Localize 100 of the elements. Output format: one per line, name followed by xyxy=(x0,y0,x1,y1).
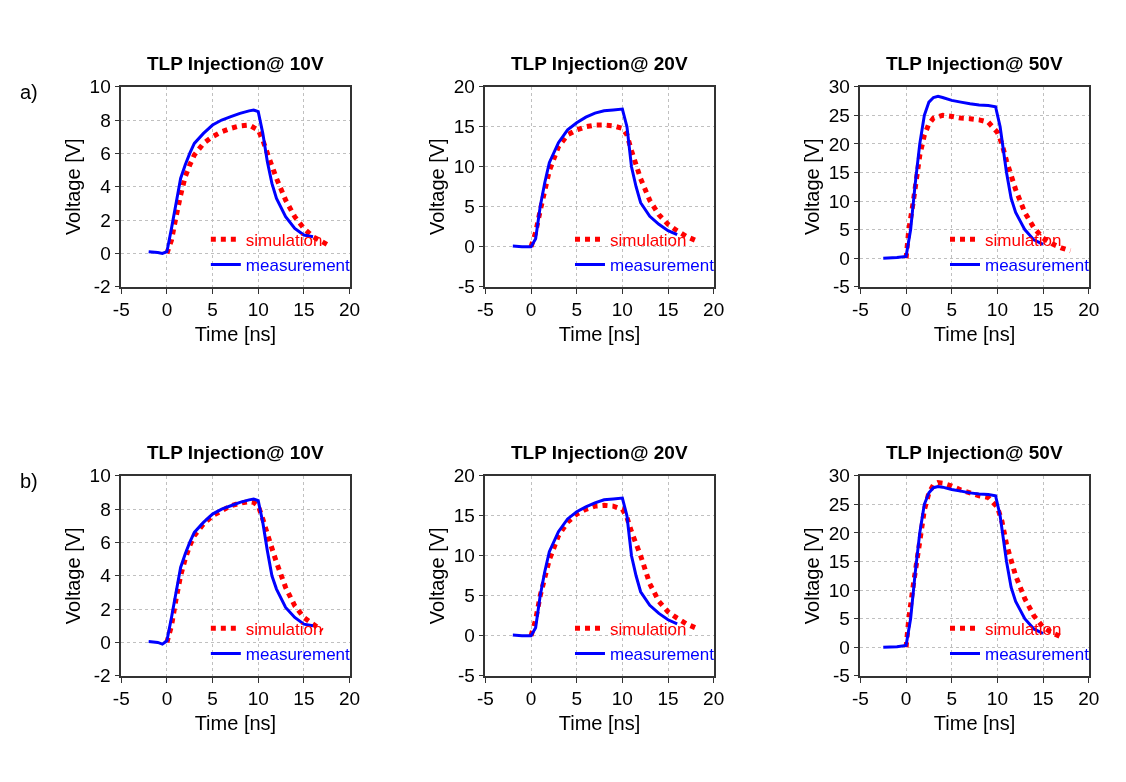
legend-label: measurement xyxy=(609,645,715,665)
y-tick-label: 30 xyxy=(828,465,850,487)
text: a) xyxy=(20,81,38,103)
legend-label: simulation xyxy=(245,619,323,639)
chart-title: TLP Injection@ 20V xyxy=(511,442,688,463)
y-tick-label: 5 xyxy=(464,585,475,607)
y-tick-label: 5 xyxy=(839,219,850,241)
x-tick-label: 15 xyxy=(1032,688,1054,710)
x-tick-label: 15 xyxy=(1032,299,1054,321)
y-tick-label: 2 xyxy=(100,209,111,231)
y-tick-label: 20 xyxy=(453,76,475,98)
text: b) xyxy=(20,470,38,492)
y-tick-label: -5 xyxy=(457,665,475,687)
legend-label: measurement xyxy=(985,645,1090,665)
y-tick-label: 15 xyxy=(828,551,850,573)
y-tick-label: 15 xyxy=(828,162,850,184)
y-tick-label: 0 xyxy=(100,243,111,265)
x-tick-label: 5 xyxy=(207,299,218,321)
x-tick-label: 15 xyxy=(293,299,315,321)
y-axis-title: Voltage [V] xyxy=(61,138,84,236)
y-tick-label: 20 xyxy=(453,465,475,487)
y-tick-label: 10 xyxy=(828,579,850,601)
y-tick-label: 8 xyxy=(100,498,111,520)
y-tick-label: 25 xyxy=(828,493,850,515)
y-tick-label: 20 xyxy=(828,133,850,155)
x-axis-title: Time [ns] xyxy=(558,712,641,735)
x-tick-label: 20 xyxy=(703,688,725,710)
x-tick-label: 20 xyxy=(338,299,361,321)
y-tick-label: -5 xyxy=(457,276,475,298)
y-tick-label: 0 xyxy=(839,247,850,269)
x-tick-label: 15 xyxy=(657,299,679,321)
x-tick-label: 5 xyxy=(571,299,583,321)
y-tick-label: 4 xyxy=(100,176,112,198)
x-tick-label: 20 xyxy=(703,299,725,321)
chart-title: TLP Injection@ 50V xyxy=(886,442,1063,463)
x-tick-label: 5 xyxy=(946,688,958,710)
legend-label: measurement xyxy=(245,645,351,665)
x-tick-label: 0 xyxy=(525,299,537,321)
y-axis-title: Voltage [V] xyxy=(800,138,823,236)
y-tick-label: 15 xyxy=(453,505,475,527)
y-tick-label: 10 xyxy=(89,76,111,98)
x-axis-title: Time [ns] xyxy=(933,712,1016,735)
chart-title: TLP Injection@ 50V xyxy=(886,53,1063,74)
y-axis-title: Voltage [V] xyxy=(800,527,823,625)
x-tick-label: 0 xyxy=(161,688,173,710)
y-tick-label: 30 xyxy=(828,76,850,98)
y-tick-label: 6 xyxy=(100,532,111,554)
x-tick-label: 10 xyxy=(986,688,1008,710)
x-tick-label: 10 xyxy=(611,688,633,710)
legend-label: measurement xyxy=(245,256,351,276)
x-tick-label: 10 xyxy=(986,299,1008,321)
y-tick-label: 2 xyxy=(100,598,111,620)
y-tick-label: 20 xyxy=(828,522,850,544)
x-axis-title: Time [ns] xyxy=(194,323,277,346)
y-tick-label: -5 xyxy=(832,665,850,687)
x-tick-label: 0 xyxy=(900,688,912,710)
y-axis-title: Voltage [V] xyxy=(61,527,84,625)
x-tick-label: 20 xyxy=(1078,299,1100,321)
x-tick-label: 15 xyxy=(657,688,679,710)
x-tick-label: 10 xyxy=(247,688,269,710)
x-axis-title: Time [ns] xyxy=(194,712,277,735)
x-tick-label: 5 xyxy=(946,299,958,321)
y-tick-label: 25 xyxy=(828,104,850,126)
legend-label: measurement xyxy=(985,256,1090,276)
y-tick-label: 4 xyxy=(100,565,112,587)
x-tick-label: 0 xyxy=(900,299,912,321)
x-tick-label: 5 xyxy=(571,688,583,710)
y-tick-label: 0 xyxy=(100,632,111,654)
legend-label: simulation xyxy=(609,230,687,250)
y-tick-label: 10 xyxy=(453,156,475,178)
x-tick-label: 10 xyxy=(247,299,269,321)
y-tick-label: 0 xyxy=(464,625,475,647)
x-tick-label: 0 xyxy=(525,688,537,710)
x-tick-label: 5 xyxy=(207,688,218,710)
legend-label: simulation xyxy=(609,619,687,639)
x-axis-title: Time [ns] xyxy=(558,323,641,346)
x-tick-label: 15 xyxy=(293,688,315,710)
y-tick-label: 0 xyxy=(839,636,850,658)
y-tick-label: 0 xyxy=(464,236,475,258)
y-axis-title: Voltage [V] xyxy=(425,527,448,625)
x-axis-title: Time [ns] xyxy=(933,323,1016,346)
chart-title: TLP Injection@ 20V xyxy=(511,53,688,74)
chart-title: TLP Injection@ 10V xyxy=(147,442,324,463)
x-tick-label: 20 xyxy=(1078,688,1100,710)
legend-label: simulation xyxy=(245,230,323,250)
legend-label: measurement xyxy=(609,256,715,276)
y-tick-label: 6 xyxy=(100,143,111,165)
y-tick-label: 5 xyxy=(464,196,475,218)
x-tick-label: 20 xyxy=(338,688,361,710)
y-tick-label: -2 xyxy=(93,665,111,687)
x-tick-label: 0 xyxy=(161,299,173,321)
chart-title: TLP Injection@ 10V xyxy=(147,53,324,74)
x-tick-label: 10 xyxy=(611,299,633,321)
y-tick-label: 10 xyxy=(453,545,475,567)
y-tick-label: -5 xyxy=(832,276,850,298)
y-tick-label: 5 xyxy=(839,608,850,630)
y-tick-label: 8 xyxy=(100,109,111,131)
y-tick-label: 10 xyxy=(828,190,850,212)
y-axis-title: Voltage [V] xyxy=(425,138,448,236)
y-tick-label: -2 xyxy=(93,276,111,298)
